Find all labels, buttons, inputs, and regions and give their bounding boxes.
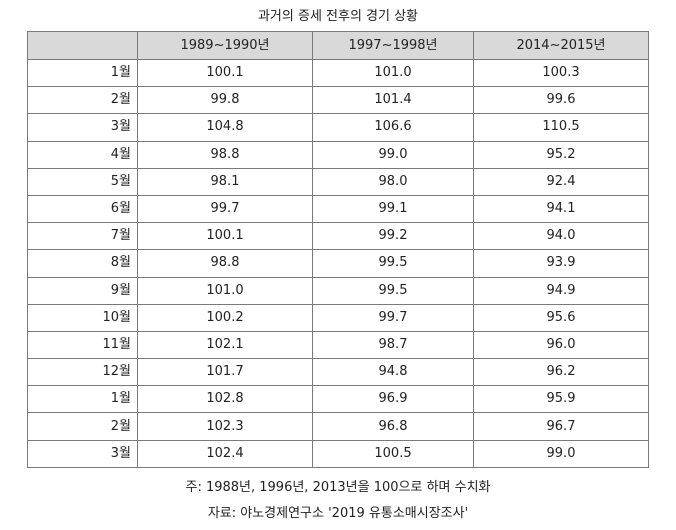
table-row: 2월 99.8 101.4 99.6 <box>27 86 649 115</box>
index-value-cell: 104.8 <box>137 113 313 142</box>
month-label: 10월 <box>27 303 138 332</box>
month-label: 6월 <box>27 194 138 224</box>
month-label: 1월 <box>27 58 138 88</box>
index-value-cell: 100.3 <box>473 58 649 88</box>
index-value-cell: 99.0 <box>473 439 649 468</box>
index-value-cell: 101.4 <box>312 86 474 115</box>
table-row: 8월 98.8 99.5 93.9 <box>27 249 649 278</box>
index-value-cell: 98.0 <box>312 167 474 196</box>
index-value-cell: 96.2 <box>473 358 649 387</box>
index-value-cell: 101.0 <box>312 58 474 88</box>
index-value-cell: 101.0 <box>137 276 313 305</box>
index-value-cell: 92.4 <box>473 167 649 196</box>
table-row: 4월 98.8 99.0 95.2 <box>27 140 649 169</box>
index-value-cell: 100.1 <box>137 58 313 88</box>
table-row: 6월 99.7 99.1 94.1 <box>27 194 649 224</box>
month-label: 3월 <box>27 113 138 142</box>
index-value-cell: 100.1 <box>137 222 313 251</box>
index-value-cell: 102.1 <box>137 330 313 360</box>
table-row: 1월 100.1 101.0 100.3 <box>27 58 649 88</box>
index-value-cell: 99.7 <box>137 194 313 224</box>
index-value-cell: 99.8 <box>137 86 313 115</box>
header-period-1989-1990: 1989~1990년 <box>137 31 313 60</box>
index-value-cell: 99.5 <box>312 249 474 278</box>
header-period-2014-2015: 2014~2015년 <box>473 31 649 60</box>
month-label: 11월 <box>27 330 138 360</box>
month-label: 3월 <box>27 439 138 468</box>
index-value-cell: 95.6 <box>473 303 649 332</box>
table-row: 3월 102.4 100.5 99.0 <box>27 439 649 468</box>
month-label: 9월 <box>27 276 138 305</box>
table-row: 11월 102.1 98.7 96.0 <box>27 330 649 360</box>
table-title: 과거의 증세 전후의 경기 상황 <box>257 9 419 24</box>
header-corner-cell <box>27 31 138 60</box>
index-value-cell: 99.2 <box>312 222 474 251</box>
index-value-cell: 100.5 <box>312 439 474 468</box>
index-value-cell: 95.2 <box>473 140 649 169</box>
index-value-cell: 110.5 <box>473 113 649 142</box>
index-value-cell: 102.3 <box>137 412 313 441</box>
header-row: 1989~1990년 1997~1998년 2014~2015년 <box>27 31 649 60</box>
index-value-cell: 96.0 <box>473 330 649 360</box>
table-row: 5월 98.1 98.0 92.4 <box>27 167 649 196</box>
index-value-cell: 96.8 <box>312 412 474 441</box>
index-value-cell: 99.1 <box>312 194 474 224</box>
index-value-cell: 94.9 <box>473 276 649 305</box>
index-value-cell: 102.4 <box>137 439 313 468</box>
table-row: 10월 100.2 99.7 95.6 <box>27 303 649 332</box>
index-value-cell: 99.7 <box>312 303 474 332</box>
month-label: 7월 <box>27 222 138 251</box>
index-value-cell: 102.8 <box>137 385 313 414</box>
index-value-cell: 96.9 <box>312 385 474 414</box>
table-row: 7월 100.1 99.2 94.0 <box>27 222 649 251</box>
month-label: 2월 <box>27 86 138 115</box>
index-value-cell: 100.2 <box>137 303 313 332</box>
index-value-cell: 98.1 <box>137 167 313 196</box>
index-value-cell: 98.7 <box>312 330 474 360</box>
month-label: 5월 <box>27 167 138 196</box>
table-row: 12월 101.7 94.8 96.2 <box>27 358 649 387</box>
header-period-1997-1998: 1997~1998년 <box>312 31 474 60</box>
index-value-cell: 94.0 <box>473 222 649 251</box>
table-row: 3월 104.8 106.6 110.5 <box>27 113 649 142</box>
economy-table: 1989~1990년 1997~1998년 2014~2015년 1월 100.1… <box>27 31 649 468</box>
index-value-cell: 94.1 <box>473 194 649 224</box>
index-value-cell: 101.7 <box>137 358 313 387</box>
index-value-cell: 98.8 <box>137 140 313 169</box>
table-header: 1989~1990년 1997~1998년 2014~2015년 <box>27 31 649 60</box>
month-label: 12월 <box>27 358 138 387</box>
index-value-cell: 94.8 <box>312 358 474 387</box>
month-label: 2월 <box>27 412 138 441</box>
table-row: 2월 102.3 96.8 96.7 <box>27 412 649 441</box>
index-value-cell: 99.6 <box>473 86 649 115</box>
index-value-cell: 93.9 <box>473 249 649 278</box>
index-value-cell: 106.6 <box>312 113 474 142</box>
index-value-cell: 96.7 <box>473 412 649 441</box>
index-value-cell: 95.9 <box>473 385 649 414</box>
footnote: 주: 1988년, 1996년, 2013년을 100으로 하며 수치화 <box>185 480 491 495</box>
month-label: 4월 <box>27 140 138 169</box>
index-value-cell: 99.5 <box>312 276 474 305</box>
month-label: 8월 <box>27 249 138 278</box>
table-body: 1월 100.1 101.0 100.3 2월 99.8 101.4 99.6 3월 104.8 1… <box>27 58 649 468</box>
month-label: 1월 <box>27 385 138 414</box>
index-value-cell: 98.8 <box>137 249 313 278</box>
table-row: 1월 102.8 96.9 95.9 <box>27 385 649 414</box>
source-note: 자료: 야노경제연구소 '2019 유통소매시장조사' <box>207 506 469 521</box>
table-row: 9월 101.0 99.5 94.9 <box>27 276 649 305</box>
index-value-cell: 99.0 <box>312 140 474 169</box>
